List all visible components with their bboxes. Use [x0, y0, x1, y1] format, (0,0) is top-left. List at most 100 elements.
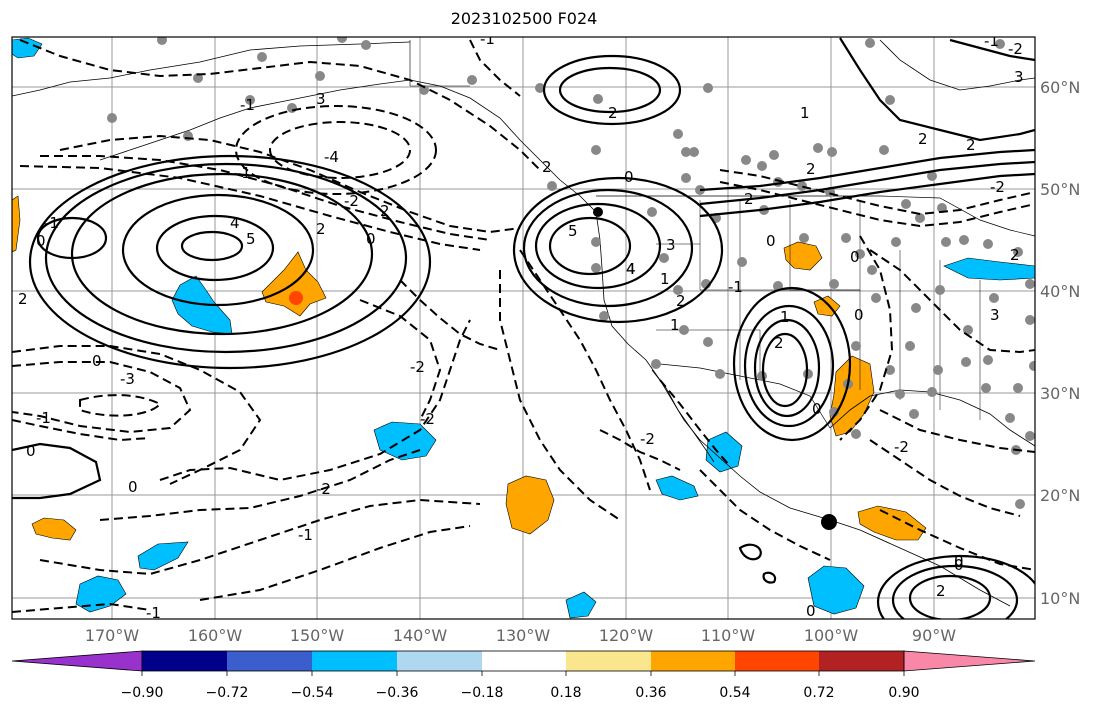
orange-anomaly-southern-mexico — [857, 505, 927, 541]
contour-label: 0 — [806, 602, 816, 620]
colorbar-tick-label: 0.72 — [803, 685, 834, 701]
colorbar-bin — [397, 651, 482, 671]
contour-label: 0 — [766, 232, 776, 250]
contour-label: -2 — [316, 480, 331, 498]
lon-label: 120°W — [599, 626, 654, 645]
contour-label: -2 — [894, 438, 909, 456]
contour-label: 0 — [26, 442, 36, 460]
lon-label: 150°W — [290, 626, 345, 645]
contour-label: -1 — [298, 526, 313, 544]
colorbar-tick-label: −0.36 — [376, 685, 419, 701]
orange-anomaly-east-pacific — [505, 475, 555, 535]
contour-label: 0 — [92, 352, 102, 370]
colorbar-bin — [227, 651, 312, 671]
station-dots — [107, 37, 1035, 509]
contour-label: 2 — [744, 190, 754, 208]
colorbar-bin — [651, 651, 735, 671]
positive-contours — [12, 37, 1035, 619]
highlighted-station-marker — [821, 514, 837, 530]
colorbar-tick-label: 0.18 — [550, 685, 581, 701]
contour-label: 2 — [966, 136, 976, 154]
contour-label: 0 — [128, 478, 138, 496]
contour-labels: -1 3 -4 -1 -2 2 0 2 5 4 2 0 -1 -3 -2 -1 … — [18, 30, 1024, 622]
lat-label: 40°N — [1040, 282, 1080, 301]
alaska-coast — [12, 41, 411, 97]
orange-anomaly-texas — [829, 355, 875, 437]
contour-label: 0 — [854, 306, 864, 324]
colorbar-bin — [142, 651, 227, 671]
pacific-nw-marker — [593, 207, 603, 217]
contour-label: -2 — [344, 192, 359, 210]
contour-label: -1 — [240, 96, 255, 114]
colorbar-tick-label: −0.72 — [206, 685, 249, 701]
colorbar-tick-label: −0.90 — [121, 685, 164, 701]
contour-label: 2 — [774, 334, 784, 352]
lat-label: 60°N — [1040, 78, 1080, 97]
lat-label: 10°N — [1040, 589, 1080, 608]
lat-label: 20°N — [1040, 486, 1080, 505]
blue-anomaly-gulf-lakes — [943, 257, 1035, 281]
contour-label: 1 — [780, 308, 790, 326]
contour-label: 2 — [380, 202, 390, 220]
contour-label: 3 — [1014, 68, 1024, 86]
contour-label: -1 — [480, 30, 495, 48]
contour-label: -1 — [146, 604, 161, 622]
lon-label: 140°W — [393, 626, 448, 645]
contour-label: -3 — [120, 370, 135, 388]
coastlines — [12, 39, 1035, 607]
contour-label: 5 — [246, 230, 256, 248]
contour-label: 3 — [316, 90, 326, 108]
contour-label: -2 — [420, 410, 435, 428]
contour-label: 5 — [568, 222, 578, 240]
contour-label: 0 — [812, 400, 822, 418]
contour-label: -2 — [1008, 40, 1023, 58]
colorbar-tick-label: 0.36 — [635, 685, 666, 701]
west-coast — [595, 211, 1011, 607]
colorbar-bin — [566, 651, 651, 671]
contour-label: 0 — [850, 248, 860, 266]
blue-anomaly-mexico-west — [705, 431, 743, 473]
contour-label: 1 — [670, 316, 680, 334]
hudson-bay-coast — [879, 39, 1035, 91]
lon-label: 90°W — [912, 626, 956, 645]
blue-anomaly-far-southwest — [75, 575, 127, 613]
lon-label: 110°W — [701, 626, 756, 645]
lat-label: 30°N — [1040, 384, 1080, 403]
contour-label: 3 — [666, 236, 676, 254]
contour-label: 2 — [806, 160, 816, 178]
lon-label: 160°W — [188, 626, 243, 645]
contour-label: 1 — [660, 270, 670, 288]
yukon-border — [409, 40, 470, 87]
blue-anomaly-baja — [655, 475, 699, 501]
contour-label: 0 — [624, 168, 634, 186]
colorbar-lower-extension — [11, 650, 143, 672]
colorbar-bin — [482, 651, 566, 671]
orange-anomaly-pacific-edge — [12, 195, 21, 253]
map-title: 2023102500 F024 — [450, 9, 598, 28]
map-area: -1 3 -4 -1 -2 2 0 2 5 4 2 0 -1 -3 -2 -1 … — [12, 30, 1035, 622]
contour-label: -1 — [984, 32, 999, 50]
contour-label: -2 — [410, 358, 425, 376]
longitude-labels: 170°W 160°W 150°W 140°W 130°W 120°W 110°… — [85, 626, 956, 645]
contour-label: 0 — [954, 552, 964, 570]
contour-label: 0 — [954, 556, 964, 574]
contour-label: 4 — [626, 260, 636, 278]
negative-contours — [12, 39, 1035, 613]
contour-label: 2 — [316, 220, 326, 238]
blue-anomaly-south-tropics — [565, 591, 597, 619]
colorbar-tick-label: 0.54 — [719, 685, 750, 701]
blue-anomaly-equatorial — [807, 565, 865, 615]
contour-label: 2 — [608, 104, 618, 122]
colorbar-bin — [312, 651, 397, 671]
colorbar-tick-label: −0.54 — [291, 685, 334, 701]
contour-label: 4 — [626, 260, 636, 278]
contour-label: 2 — [676, 292, 686, 310]
contour-label: 0 — [366, 230, 376, 248]
orange-anomaly-dateline — [31, 517, 77, 541]
contour-label: -1 — [236, 164, 251, 182]
contour-label: 2 — [936, 582, 946, 600]
colorbar: −0.90 −0.72 −0.54 −0.36 −0.18 0.18 0.36 … — [11, 650, 1036, 701]
lon-label: 130°W — [496, 626, 551, 645]
contour-label: -2 — [640, 430, 655, 448]
contour-label: -1 — [36, 409, 51, 427]
